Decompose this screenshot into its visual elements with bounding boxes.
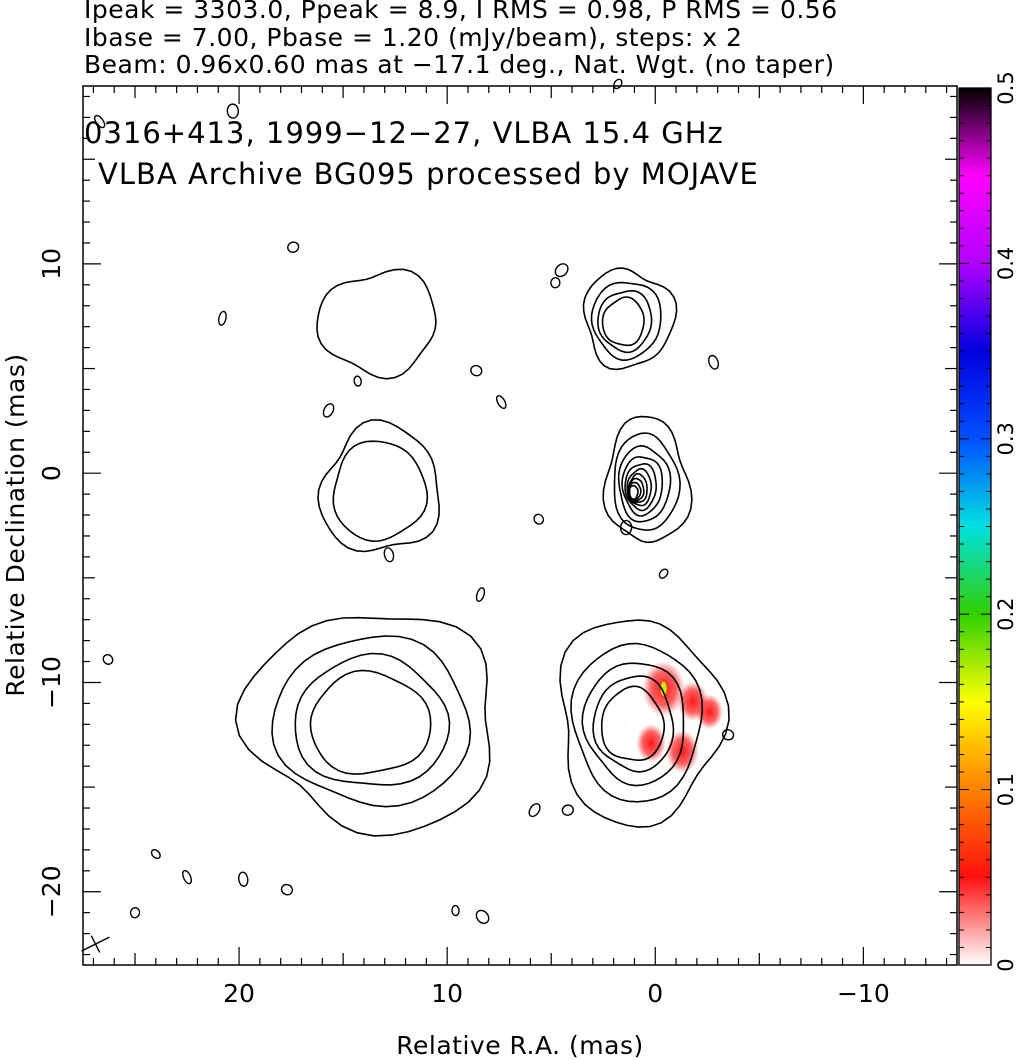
noise-contour: [218, 310, 227, 326]
noise-contour: [451, 904, 460, 917]
contour-south-lobe: [559, 619, 730, 828]
noise-contour: [93, 114, 106, 129]
noise-contour: [619, 519, 633, 536]
colorbar-tick-label: 0: [994, 958, 1018, 971]
polarized-component-2: [636, 723, 666, 763]
y-tick-label: −10: [37, 656, 66, 709]
contour-level: [621, 456, 664, 517]
plot-axes: 20 10 0 −10 10 0 −10 −20: [37, 85, 958, 1008]
y-tick-label: 10: [37, 248, 66, 280]
noise-contour: [129, 907, 141, 919]
noise-contour: [102, 653, 114, 665]
contour-level: [627, 472, 648, 504]
noise-contour: [280, 883, 294, 896]
noise-contour: [533, 513, 545, 525]
x-tick-label: −10: [837, 979, 890, 1008]
noise-contour: [658, 568, 669, 579]
polarized-peak-0: [660, 681, 667, 696]
total-intensity-contours: [81, 78, 735, 953]
y-tick-label: −20: [37, 865, 66, 918]
contour-north-jet-knot: [582, 267, 678, 371]
noise-contour: [322, 403, 335, 418]
contour-level: [582, 267, 678, 371]
colorbar-tick-label: 0.3: [994, 422, 1018, 455]
contour-south-diffuse-lobe: [234, 616, 491, 837]
noise-contour: [554, 263, 569, 278]
colorbar-scale: [958, 87, 992, 966]
colorbar-tick-label: 0.5: [994, 71, 1018, 104]
contour-level: [271, 635, 472, 808]
contour-level: [624, 462, 658, 512]
plot-frame: [82, 85, 958, 966]
contour-core: [602, 415, 693, 544]
noise-contour: [470, 364, 483, 377]
x-tick-label: 0: [647, 979, 663, 1008]
noise-contour: [353, 375, 362, 387]
contour-level: [601, 296, 645, 347]
contour-north-diffuse: [316, 268, 437, 380]
noise-contour: [528, 803, 541, 818]
x-tick-label: 10: [431, 979, 463, 1008]
y-tick-label: 0: [37, 465, 66, 481]
noise-contour: [182, 869, 193, 885]
contour-level: [316, 268, 437, 380]
noise-contour: [561, 804, 575, 816]
colorbar: 0 0.1 0.2 0.3 0.4 0.5: [958, 71, 1018, 972]
colorbar-tick-label: 0.2: [994, 597, 1018, 630]
colorbar-tick-label: 0.1: [994, 773, 1018, 806]
contour-counter-core: [317, 419, 440, 553]
contour-level: [581, 662, 685, 787]
contour-level: [592, 675, 675, 773]
noise-contour: [721, 729, 735, 741]
noise-contour: [237, 871, 249, 887]
contour-level: [590, 281, 662, 362]
contour-level: [626, 467, 653, 507]
chart-subtitle: VLBA Archive BG095 processed by MOJAVE: [98, 157, 759, 191]
contour-level: [234, 616, 491, 837]
contour-level: [600, 685, 666, 762]
contour-level: [602, 415, 693, 544]
contour-level: [332, 440, 429, 543]
stats-line-1: Ipeak = 3303.0, Ppeak = 8.9, I RMS = 0.9…: [84, 0, 838, 24]
noise-contour: [475, 909, 490, 924]
x-tick-label: 20: [223, 979, 255, 1008]
contour-level: [570, 642, 704, 803]
noise-contour: [495, 395, 507, 410]
contour-level: [294, 652, 451, 786]
noise-contour: [226, 103, 240, 119]
x-axis-label: Relative R.A. (mas): [396, 1031, 643, 1060]
noise-contours: [93, 78, 735, 924]
y-axis-label: Relative Declination (mas): [1, 353, 30, 696]
contour-level: [628, 484, 639, 500]
chart-title: 0316+413, 1999−12−27, VLBA 15.4 GHz: [84, 116, 724, 150]
noise-contour: [707, 354, 720, 370]
contour-level: [597, 289, 653, 354]
contour-level: [613, 432, 681, 531]
noise-contour: [550, 277, 561, 289]
noise-contour: [475, 587, 486, 603]
contour-level: [309, 669, 432, 775]
noise-contour: [287, 241, 300, 253]
contour-level: [317, 419, 440, 553]
contour-level: [559, 619, 730, 828]
contour-level: [617, 444, 672, 523]
stats-line-2: Ibase = 7.00, Pbase = 1.20 (mJy/beam), s…: [84, 23, 743, 52]
beam-minor-axis: [90, 935, 101, 953]
noise-contour: [150, 849, 161, 860]
colorbar-tick-label: 0.4: [994, 247, 1018, 280]
beam-line: Beam: 0.96x0.60 mas at −17.1 deg., Nat. …: [84, 50, 835, 79]
noise-contour: [383, 547, 395, 563]
